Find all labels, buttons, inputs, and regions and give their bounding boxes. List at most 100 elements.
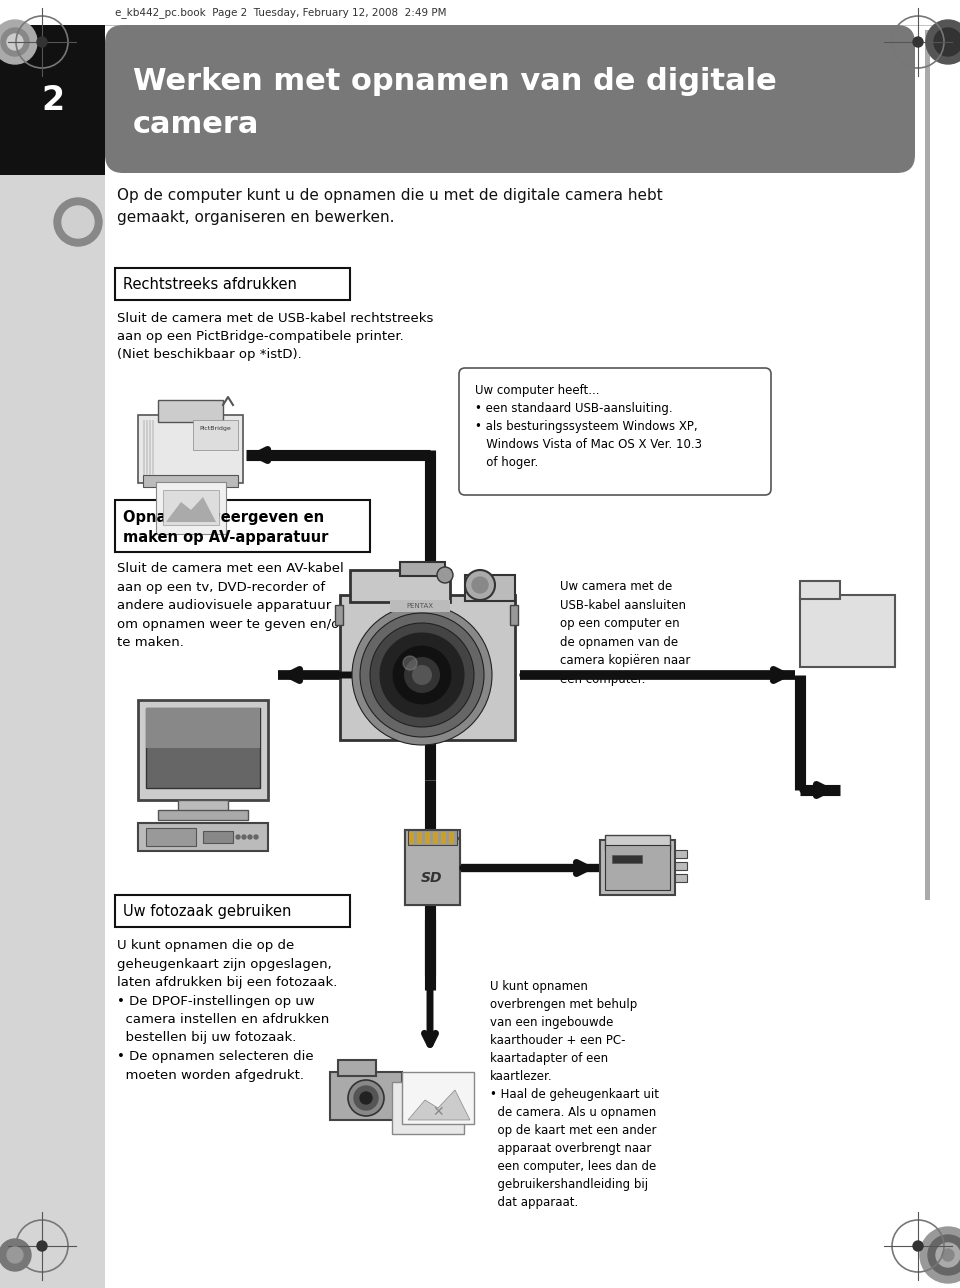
Circle shape (437, 567, 453, 583)
Circle shape (412, 665, 432, 685)
Circle shape (913, 37, 923, 46)
Circle shape (7, 1247, 23, 1264)
Circle shape (0, 1239, 31, 1271)
Bar (417, 832, 422, 844)
Circle shape (0, 21, 37, 64)
Bar (158, 810, 248, 820)
Bar (0, 0, 960, 24)
Bar (350, 571, 450, 601)
Text: 2: 2 (41, 84, 64, 116)
Text: Rechtstreeks afdrukken: Rechtstreeks afdrukken (123, 277, 297, 291)
Circle shape (380, 632, 464, 717)
Bar (465, 574, 515, 601)
Circle shape (928, 1235, 960, 1275)
Circle shape (360, 1092, 372, 1104)
Bar (400, 562, 445, 576)
Bar (115, 500, 370, 553)
Text: Op de computer kunt u de opnamen die u met de digitale camera hebt
gemaakt, orga: Op de computer kunt u de opnamen die u m… (117, 188, 662, 225)
Circle shape (352, 605, 492, 744)
Bar (0, 24, 105, 175)
Bar (193, 420, 238, 450)
Circle shape (920, 1227, 960, 1283)
Text: Werken met opnamen van de digitale: Werken met opnamen van de digitale (133, 67, 777, 97)
Circle shape (926, 21, 960, 64)
Bar (449, 832, 454, 844)
Bar (392, 1082, 464, 1133)
Polygon shape (166, 497, 216, 522)
Text: e_kb442_pc.book  Page 2  Tuesday, February 12, 2008  2:49 PM: e_kb442_pc.book Page 2 Tuesday, February… (115, 8, 446, 18)
Text: Sluit de camera met een AV-kabel
aan op een tv, DVD-recorder of
andere audiovisu: Sluit de camera met een AV-kabel aan op … (117, 562, 344, 649)
Bar (0, 22, 105, 1288)
Bar (156, 482, 226, 535)
Text: PENTAX: PENTAX (406, 603, 434, 609)
Circle shape (465, 571, 495, 600)
Circle shape (242, 835, 246, 838)
Circle shape (1, 28, 29, 55)
Bar (405, 829, 460, 905)
Bar (925, 30, 930, 900)
Text: ✕: ✕ (432, 1105, 444, 1119)
Circle shape (37, 37, 47, 46)
Circle shape (403, 656, 417, 670)
Bar (138, 823, 268, 851)
Circle shape (913, 1242, 923, 1251)
Bar (105, 22, 960, 1288)
Bar (612, 855, 642, 863)
Circle shape (404, 657, 440, 693)
Bar (335, 605, 343, 625)
Bar (146, 828, 196, 846)
Text: SD: SD (421, 871, 443, 885)
Circle shape (360, 613, 484, 737)
Text: camera: camera (133, 109, 259, 139)
Bar (800, 595, 895, 667)
Text: (Niet beschikbaar op *istD).: (Niet beschikbaar op *istD). (117, 348, 301, 361)
Bar (390, 600, 450, 612)
Bar (675, 862, 687, 869)
Bar (800, 581, 840, 599)
Text: aan op een PictBridge-compatibele printer.: aan op een PictBridge-compatibele printe… (117, 330, 404, 343)
Bar (675, 875, 687, 882)
Bar (408, 829, 457, 845)
Circle shape (248, 835, 252, 838)
Bar (600, 840, 675, 895)
Polygon shape (408, 1090, 470, 1121)
Bar (152, 420, 154, 475)
Bar (425, 832, 430, 844)
Bar (138, 699, 268, 800)
Bar (441, 832, 446, 844)
Bar (340, 595, 515, 741)
Circle shape (936, 1243, 960, 1267)
Bar (605, 845, 670, 890)
Circle shape (472, 577, 488, 592)
Polygon shape (405, 829, 460, 905)
Circle shape (37, 1242, 47, 1251)
Text: U kunt opnamen die op de
geheugenkaart zijn opgeslagen,
laten afdrukken bij een : U kunt opnamen die op de geheugenkaart z… (117, 939, 337, 1082)
Circle shape (348, 1081, 384, 1115)
Bar (149, 420, 151, 475)
Bar (158, 401, 223, 422)
Text: Uw fotozaak gebruiken: Uw fotozaak gebruiken (123, 903, 292, 918)
Bar (675, 850, 687, 858)
Bar (146, 708, 260, 788)
Circle shape (62, 206, 94, 238)
FancyBboxPatch shape (459, 368, 771, 495)
Text: Uw camera met de
USB-kabel aansluiten
op een computer en
de opnamen van de
camer: Uw camera met de USB-kabel aansluiten op… (560, 580, 690, 685)
Bar (115, 895, 350, 927)
Bar (409, 832, 414, 844)
Circle shape (7, 33, 23, 50)
Text: PictBridge: PictBridge (199, 426, 230, 431)
Circle shape (392, 645, 452, 705)
Circle shape (236, 835, 240, 838)
Circle shape (370, 623, 474, 726)
Text: Opnamen weergeven en: Opnamen weergeven en (123, 510, 324, 526)
Text: Uw computer heeft...
• een standaard USB-aansluiting.
• als besturingssysteem Wi: Uw computer heeft... • een standaard USB… (475, 384, 702, 469)
Bar (178, 800, 228, 811)
Bar (146, 708, 260, 748)
Bar (143, 475, 238, 487)
FancyBboxPatch shape (105, 24, 915, 173)
Bar (146, 420, 148, 475)
Bar (138, 415, 243, 483)
Bar (330, 1072, 402, 1121)
Bar (433, 832, 438, 844)
Bar (203, 831, 233, 844)
